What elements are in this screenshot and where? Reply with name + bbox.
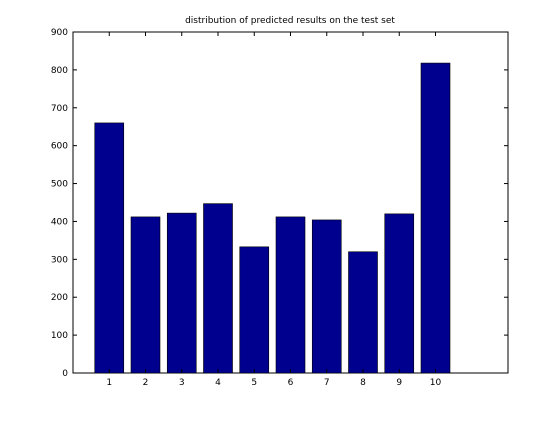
y-tick-label-900: 900 bbox=[51, 28, 68, 38]
x-tick-label-1: 1 bbox=[106, 378, 112, 388]
x-tick-label-2: 2 bbox=[143, 378, 149, 388]
x-tick-label-4: 4 bbox=[215, 378, 221, 388]
x-tick-label-3: 3 bbox=[179, 378, 185, 388]
bar-3 bbox=[166, 212, 197, 374]
bar-2 bbox=[130, 216, 161, 374]
bar-4 bbox=[203, 203, 233, 374]
y-tick-label-600: 600 bbox=[51, 142, 68, 152]
x-tick-label-7: 7 bbox=[324, 378, 330, 388]
y-tick-label-400: 400 bbox=[51, 217, 68, 227]
bar-6 bbox=[275, 216, 306, 374]
plot-area: 0 100 200 300 400 500 600 700 800 900 1 2 3 4 5 6 7 8 9 10 bbox=[51, 28, 509, 388]
bar-5 bbox=[239, 246, 270, 374]
y-tick-label-800: 800 bbox=[51, 66, 68, 76]
x-tick-label-9: 9 bbox=[396, 378, 402, 388]
y-tick-label-500: 500 bbox=[51, 180, 68, 190]
x-tick-label-6: 6 bbox=[288, 378, 294, 388]
bar-9 bbox=[384, 213, 415, 374]
x-tick-label-5: 5 bbox=[251, 378, 257, 388]
y-tick-label-700: 700 bbox=[51, 104, 68, 114]
bar-8 bbox=[348, 251, 378, 374]
y-tick-label-200: 200 bbox=[51, 293, 68, 303]
y-tick-label-0: 0 bbox=[62, 369, 68, 379]
y-tick-label-100: 100 bbox=[51, 331, 68, 341]
bar-7 bbox=[311, 219, 342, 374]
chart-title: distribution of predicted results on the… bbox=[185, 16, 395, 26]
bar-10 bbox=[420, 62, 451, 374]
y-tick-label-300: 300 bbox=[51, 255, 68, 265]
x-tick-label-10: 10 bbox=[430, 378, 442, 388]
x-tick-label-8: 8 bbox=[360, 378, 366, 388]
bar-1 bbox=[94, 122, 125, 374]
